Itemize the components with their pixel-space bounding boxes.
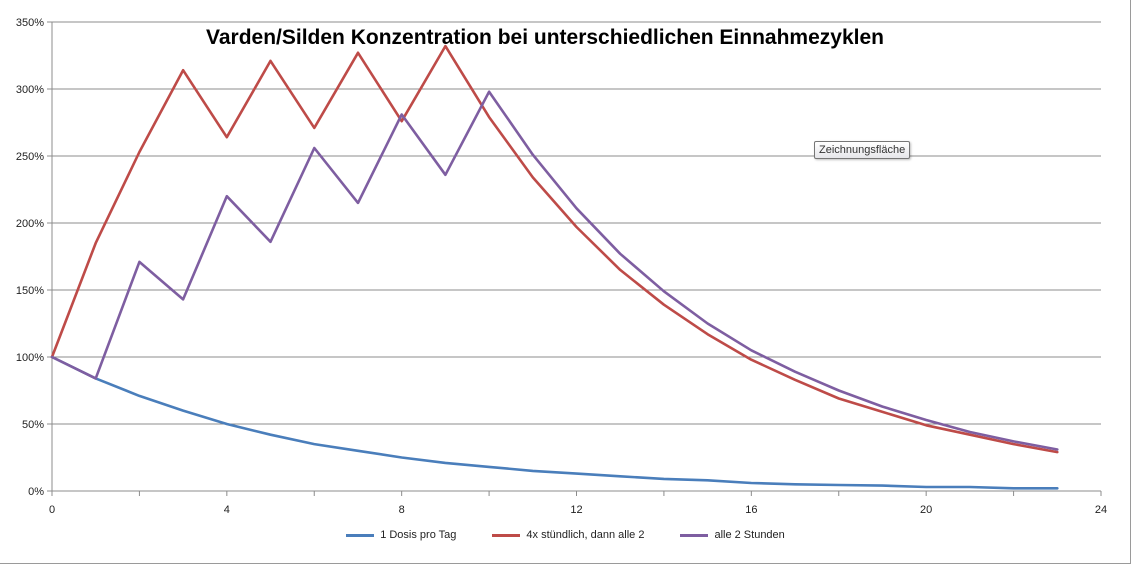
series-line-1: [50, 355, 1059, 490]
y-tick-label: 200%: [16, 218, 44, 230]
series-line-2: [50, 44, 1059, 454]
x-tick-label: 4: [224, 504, 230, 516]
y-tick-label: 350%: [16, 17, 44, 29]
y-tick-label: 100%: [16, 352, 44, 364]
x-tick-label: 8: [399, 504, 405, 516]
x-tick-label: 16: [745, 504, 757, 516]
legend-swatch: [492, 533, 521, 537]
legend-swatch: [346, 533, 375, 537]
series-line-3: [50, 90, 1059, 451]
legend-label: 4x stündlich, dann alle 2: [526, 529, 645, 541]
x-tick-label: 0: [49, 504, 55, 516]
x-tick-label: 20: [920, 504, 932, 516]
x-tick-label: 12: [570, 504, 582, 516]
y-tick-label: 300%: [16, 84, 44, 96]
chart-title: Varden/Silden Konzentration bei untersch…: [206, 26, 884, 49]
legend-label: 1 Dosis pro Tag: [380, 529, 457, 541]
y-tick-label: 150%: [16, 285, 44, 297]
y-tick-label: 50%: [22, 419, 44, 431]
legend-item[interactable]: 1 Dosis pro Tag: [346, 529, 456, 541]
legend-item[interactable]: 4x stündlich, dann alle 2: [492, 529, 644, 541]
legend-swatch: [680, 533, 709, 537]
legend[interactable]: 1 Dosis pro Tag 4x stündlich, dann alle 2…: [0, 529, 1131, 541]
y-tick-label: 250%: [16, 151, 44, 163]
plot-area-tooltip: Zeichnungsfläche: [814, 141, 911, 159]
legend-label: alle 2 Stunden: [714, 529, 785, 541]
x-tick-label: 24: [1095, 504, 1107, 516]
legend-item[interactable]: alle 2 Stunden: [680, 529, 785, 541]
y-tick-label: 0%: [28, 486, 44, 498]
